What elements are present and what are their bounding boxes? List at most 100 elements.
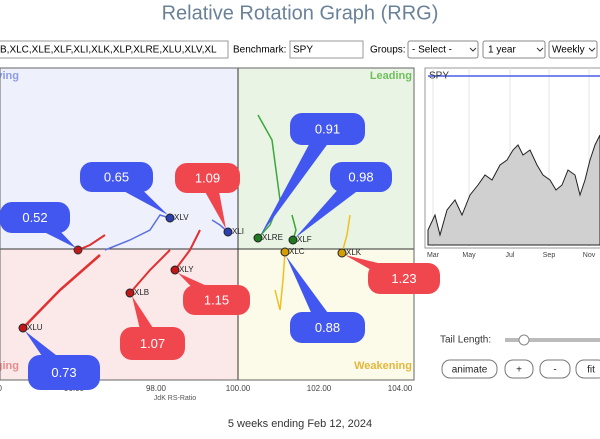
callout: 1.09 xyxy=(175,163,240,229)
callout-box xyxy=(28,355,100,390)
month-label: Mar xyxy=(427,252,440,259)
callout-box xyxy=(290,312,365,343)
x-tick-label: 102.00 xyxy=(307,384,332,393)
callout-box xyxy=(290,113,365,145)
callout-text: 0.91 xyxy=(315,121,340,136)
callout: 0.88 xyxy=(286,256,365,343)
button[interactable]: - xyxy=(539,359,571,379)
callout-box xyxy=(120,327,185,360)
button-body[interactable] xyxy=(575,359,600,379)
benchmark-input[interactable] xyxy=(289,40,364,59)
period-select[interactable] xyxy=(482,40,546,59)
symbols-text: B,XLC,XLE,XLF,XLI,XLK,XLP,XLRE,XLU,XLV,X… xyxy=(0,45,217,56)
callout-pointer xyxy=(260,124,336,236)
benchmark-chart-label: SPY xyxy=(429,71,449,82)
symbol-label: XLF xyxy=(297,235,312,244)
symbols-input[interactable] xyxy=(0,40,229,59)
button[interactable]: + xyxy=(504,359,534,379)
button-label: + xyxy=(516,365,522,376)
plot-border xyxy=(0,67,415,381)
button-label: animate xyxy=(452,365,488,376)
callout: 1.15 xyxy=(178,273,250,315)
quadrant-label: Leading xyxy=(370,70,412,82)
callout-box xyxy=(80,162,153,192)
period-text: 1 year xyxy=(488,45,516,56)
callout-text: 1.15 xyxy=(204,292,229,307)
symbol-label: XLU xyxy=(27,323,43,332)
head xyxy=(170,265,180,275)
interval-text: Weekly xyxy=(552,45,585,56)
symbol-label: XLY xyxy=(179,265,194,274)
callout-text: 1.07 xyxy=(140,336,165,351)
callout: 0.91 xyxy=(260,113,365,236)
button[interactable]: animate xyxy=(441,359,498,379)
callout-text: 0.65 xyxy=(104,169,129,184)
quadrant-label: Weakening xyxy=(354,360,412,372)
caption: 5 weeks ending Feb 12, 2024 xyxy=(228,418,372,430)
groups-select[interactable] xyxy=(407,40,479,59)
groups-text: - Select - xyxy=(412,45,452,56)
callout-text: 0.88 xyxy=(315,320,340,335)
callout: 0.98 xyxy=(295,162,392,238)
symbol-label: XLRE xyxy=(262,233,283,242)
tail xyxy=(104,214,171,251)
month-label: May xyxy=(462,252,476,259)
x-tick-label: 104.00 xyxy=(388,384,413,393)
tail xyxy=(274,251,286,311)
head xyxy=(337,248,347,258)
head xyxy=(18,323,28,333)
callout: 1.07 xyxy=(120,296,185,360)
x-tick-label: 100.00 xyxy=(226,384,251,393)
callout-text: 0.52 xyxy=(22,210,47,225)
quadrant-label: Improving xyxy=(0,70,19,82)
x-axis-label: JdK RS-Ratio xyxy=(154,395,197,402)
benchmark-text: SPY xyxy=(293,45,313,56)
button-body[interactable] xyxy=(539,359,571,379)
month-label: Sep xyxy=(543,252,556,259)
button-body[interactable] xyxy=(504,359,534,379)
callout: 0.73 xyxy=(25,331,100,390)
head xyxy=(165,213,175,223)
interval-select[interactable] xyxy=(548,40,598,59)
head xyxy=(125,288,135,298)
callout: 1.23 xyxy=(345,255,440,294)
tail xyxy=(22,254,101,329)
symbol-label: XLC xyxy=(289,247,305,256)
button-label: - xyxy=(553,365,556,376)
symbol-label: XLI xyxy=(232,227,244,236)
callout-box xyxy=(183,285,250,315)
page-title: Relative Rotation Graph (RRG) xyxy=(162,2,439,24)
tail-length-label: Tail Length: xyxy=(440,335,491,346)
callout-text: 1.09 xyxy=(195,170,220,185)
quadrant-label: Lagging xyxy=(0,360,19,372)
tails xyxy=(22,114,351,329)
callout-box xyxy=(0,202,70,233)
button[interactable]: fit xyxy=(575,359,600,379)
head xyxy=(223,227,233,237)
callout: 0.65 xyxy=(80,162,168,215)
quadrant-leading xyxy=(238,68,414,249)
tail xyxy=(174,229,201,271)
button-body[interactable] xyxy=(441,359,498,379)
button-label: fit xyxy=(587,365,595,376)
tail xyxy=(341,214,351,254)
tail-slider-handle[interactable] xyxy=(518,334,530,346)
benchmark-area xyxy=(427,134,600,246)
month-label: Nov xyxy=(583,252,596,259)
symbol-label: XLV xyxy=(174,213,189,222)
callout-text: 1.23 xyxy=(391,271,416,286)
callout-text: 0.98 xyxy=(348,169,373,184)
rrg-plot: Improving Leading Weakening Lagging XLV X… xyxy=(0,68,414,380)
month-label: Jul xyxy=(506,252,515,259)
callout-text: 0.73 xyxy=(51,365,76,380)
groups-label: Groups: xyxy=(370,45,406,56)
x-tick-label: 94.00 xyxy=(0,384,3,393)
tail xyxy=(129,249,171,294)
head xyxy=(280,247,290,257)
callout-box xyxy=(330,162,392,192)
select-arrows xyxy=(469,47,596,52)
symbol-label: XLB xyxy=(134,288,149,297)
tail xyxy=(257,114,281,239)
symbol-label: XLK xyxy=(346,248,362,257)
